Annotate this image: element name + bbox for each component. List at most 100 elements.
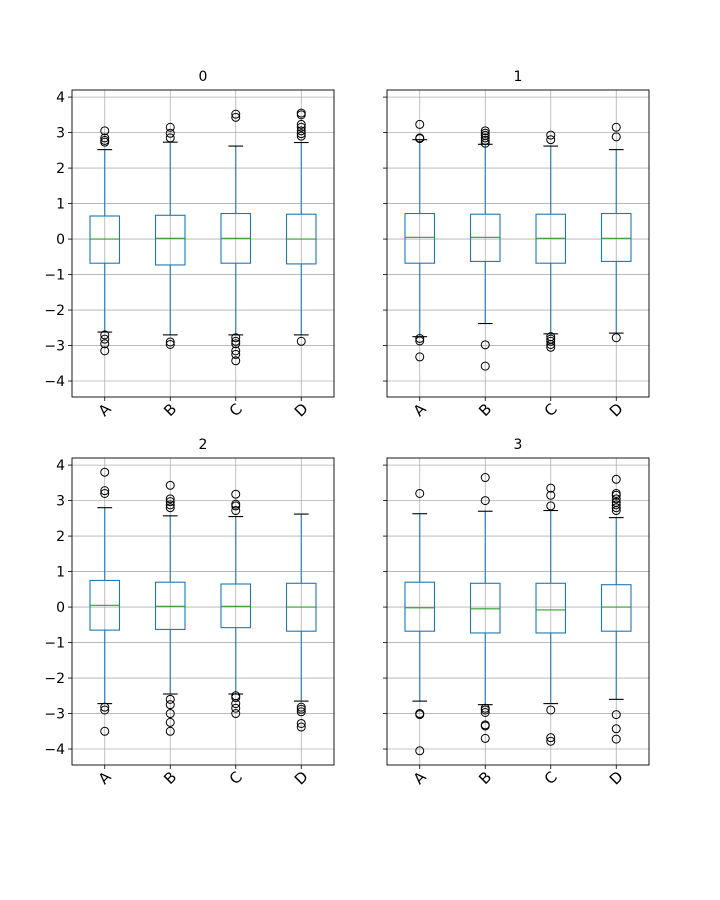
flier-point [165, 694, 175, 704]
box-body [535, 582, 567, 634]
box-D [600, 122, 632, 343]
flier-point [165, 700, 175, 710]
x-tick-label-A: A [95, 767, 116, 788]
x-tick-label-D: D [606, 768, 627, 789]
box-A [89, 467, 121, 736]
flier-point [480, 126, 490, 136]
box-body [404, 212, 436, 264]
flier-point [100, 346, 110, 356]
panel-1: A B C D 1 [383, 69, 650, 420]
x-tick-label-A: A [410, 399, 431, 420]
panel-title: 3 [514, 437, 523, 453]
box-B [154, 122, 186, 349]
flier-point [100, 486, 110, 496]
flier-point [611, 132, 621, 142]
flier-point [296, 126, 306, 136]
flier-point [296, 704, 306, 714]
flier-point [231, 699, 241, 709]
flier-point [165, 709, 175, 719]
y-tick-label: 1 [56, 565, 65, 581]
panel-title: 0 [199, 69, 208, 85]
flier-point [546, 736, 556, 746]
flier-point [100, 135, 110, 145]
flier-point [231, 693, 241, 703]
flier-point [165, 494, 175, 504]
flier-point [165, 503, 175, 513]
flier-point [231, 703, 241, 713]
flier-point [165, 128, 175, 138]
box-A [89, 126, 121, 356]
box-A [404, 488, 436, 756]
y-tick-label: −2 [44, 303, 65, 319]
y-tick-label: 2 [56, 529, 65, 545]
flier-point [611, 503, 621, 513]
flier-point [546, 483, 556, 493]
box-D [285, 108, 317, 346]
panel-3: A B C D 3 [383, 437, 650, 789]
flier-point [231, 109, 241, 119]
flier-point [100, 126, 110, 136]
flier-point [480, 133, 490, 143]
flier-point [415, 710, 425, 720]
flier-point [231, 346, 241, 356]
y-tick-label: −2 [44, 671, 65, 687]
y-tick-label: 0 [56, 232, 65, 248]
flier-point [231, 339, 241, 349]
flier-point [296, 119, 306, 129]
flier-point [296, 122, 306, 132]
flier-point [611, 497, 621, 507]
flier-point [546, 733, 556, 743]
flier-point [546, 135, 556, 145]
flier-point [165, 337, 175, 347]
flier-point [480, 130, 490, 140]
flier-point [611, 333, 621, 343]
flier-point [100, 334, 110, 344]
flier-point [231, 112, 241, 122]
flier-point [480, 135, 490, 145]
y-tick-label: 1 [56, 197, 65, 213]
flier-point [165, 726, 175, 736]
flier-point [480, 721, 490, 731]
y-tick-label: −4 [44, 374, 65, 390]
flier-point [231, 336, 241, 346]
y-tick-label: −1 [44, 268, 65, 284]
box-body [154, 214, 186, 266]
flier-point [296, 722, 306, 732]
flier-point [100, 726, 110, 736]
box-B [154, 480, 186, 736]
x-tick-label-D: D [291, 400, 312, 421]
axes-frame [71, 89, 335, 398]
x-tick-label-A: A [95, 399, 116, 420]
flier-point [296, 108, 306, 118]
flier-point [296, 707, 306, 717]
flier-point [546, 336, 556, 346]
flier-point [611, 724, 621, 734]
y-tick-label: 2 [56, 161, 65, 177]
flier-point [100, 705, 110, 715]
box-B [469, 126, 501, 371]
flier-point [546, 130, 556, 140]
flier-point [415, 352, 425, 362]
flier-point [611, 122, 621, 132]
flier-point [296, 336, 306, 346]
flier-point [480, 361, 490, 371]
x-tick-label-B: B [475, 400, 495, 420]
flier-point [480, 705, 490, 715]
flier-point [480, 733, 490, 743]
flier-point [546, 501, 556, 511]
y-tick-label: 4 [56, 90, 65, 106]
flier-point [231, 506, 241, 516]
flier-point [100, 702, 110, 712]
y-tick-label: 3 [56, 126, 65, 142]
flier-point [480, 128, 490, 138]
y-tick-label: −1 [44, 636, 65, 652]
flier-point [165, 480, 175, 490]
x-tick-label-C: C [541, 400, 561, 420]
y-tick-label: 3 [56, 494, 65, 510]
flier-point [480, 496, 490, 506]
flier-point [611, 734, 621, 744]
flier-point [546, 490, 556, 500]
flier-point [415, 133, 425, 143]
axes-frame [71, 457, 335, 766]
x-tick-label-B: B [160, 400, 180, 420]
